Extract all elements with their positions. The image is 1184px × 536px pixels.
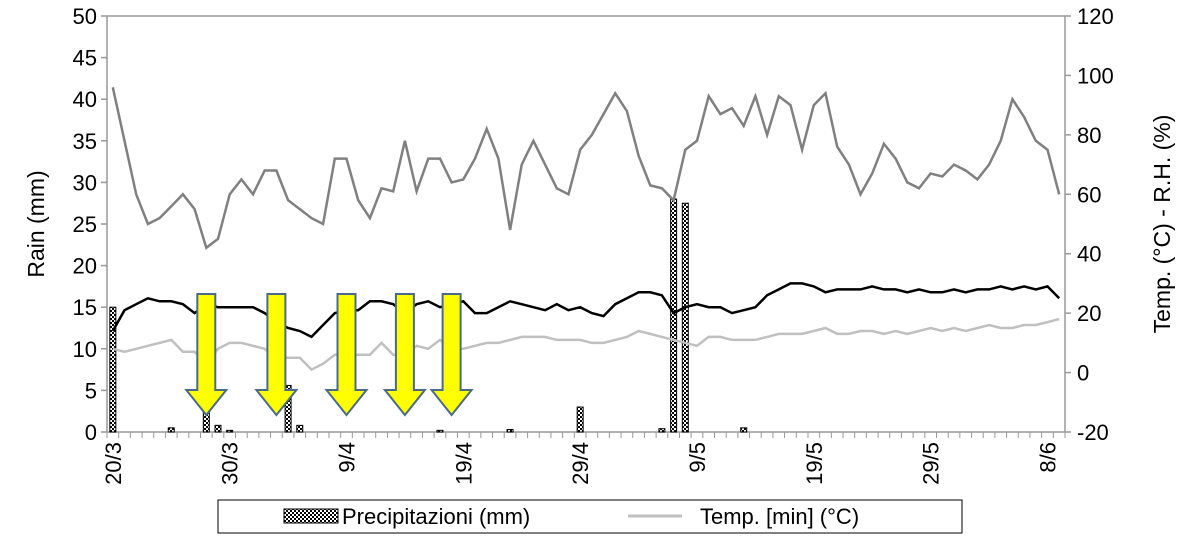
- precip-bar: [109, 306, 117, 433]
- right-tick-label: 0: [1077, 361, 1089, 386]
- right-tick-label: 80: [1077, 123, 1101, 148]
- precip-bar: [214, 424, 222, 433]
- legend: Precipitazioni (mm) Temp. [min] (°C): [217, 499, 963, 534]
- right-tick-label: 120: [1077, 4, 1114, 29]
- left-tick-label: 20: [73, 254, 97, 279]
- yellow-arrow: [184, 293, 229, 417]
- left-tick-label: 35: [73, 129, 97, 154]
- legend-label-precipitation: Precipitazioni (mm): [342, 504, 530, 529]
- yellow-arrow: [324, 293, 369, 417]
- plot-frame: [106, 15, 1066, 433]
- x-tick-label: 8/6: [1036, 442, 1061, 473]
- precip-bar: [506, 429, 514, 433]
- right-tick-label: -20: [1077, 420, 1109, 445]
- x-tick-label: 20/3: [101, 442, 126, 485]
- x-tick-label: 29/5: [919, 442, 944, 485]
- plot-area: [107, 16, 1065, 432]
- precip-bar: [226, 429, 234, 433]
- left-tick-label: 40: [73, 87, 97, 112]
- precip-bar: [740, 427, 748, 433]
- y-right-axis-title: Temp. (°C) - R.H. (%): [1149, 115, 1175, 334]
- right-axis-ticks: -20 0 20 40 60 80 100 120: [1065, 4, 1114, 445]
- annotation-arrows: [184, 293, 474, 417]
- rh-line: [111, 87, 1061, 250]
- x-tick-label: 9/5: [685, 442, 710, 473]
- precipitation-bars: [109, 198, 748, 433]
- x-tick-label: 29/4: [568, 442, 593, 485]
- precip-bar: [576, 406, 584, 433]
- precip-bar: [167, 427, 175, 433]
- legend-label-temp-min: Temp. [min] (°C): [700, 504, 859, 529]
- x-tick-label: 9/4: [335, 442, 360, 473]
- yellow-arrow: [254, 293, 299, 417]
- left-tick-label: 25: [73, 212, 97, 237]
- x-axis-ticks: 20/3 30/3 9/4 19/4 29/4 9/5 19/5 29/5 8/6: [101, 432, 1066, 485]
- yellow-arrow: [382, 293, 427, 417]
- precip-bar: [681, 202, 689, 433]
- left-tick-label: 50: [73, 4, 97, 29]
- left-tick-label: 10: [73, 337, 97, 362]
- left-tick-label: 0: [85, 420, 97, 445]
- legend-box: [217, 499, 963, 534]
- left-axis-ticks: 0 5 10 15 20 25 30 35 40 45 50: [73, 4, 107, 445]
- yellow-arrow: [429, 293, 474, 417]
- right-tick-label: 100: [1077, 63, 1114, 88]
- x-tick-label: 30/3: [218, 442, 243, 485]
- precip-bar: [670, 198, 678, 433]
- right-tick-label: 40: [1077, 242, 1101, 267]
- precip-bar: [658, 428, 666, 433]
- precip-bar: [296, 424, 304, 433]
- precip-bar: [284, 384, 292, 433]
- left-tick-label: 15: [73, 295, 97, 320]
- left-tick-label: 30: [73, 170, 97, 195]
- left-tick-label: 5: [85, 378, 97, 403]
- precip-bar: [436, 429, 444, 433]
- legend-swatch-precipitation: [283, 508, 339, 524]
- right-tick-label: 20: [1077, 301, 1101, 326]
- right-tick-label: 60: [1077, 182, 1101, 207]
- left-tick-label: 45: [73, 46, 97, 71]
- x-tick-label: 19/4: [451, 442, 476, 485]
- y-left-axis-title: Rain (mm): [23, 170, 49, 277]
- x-tick-label: 19/5: [802, 442, 827, 485]
